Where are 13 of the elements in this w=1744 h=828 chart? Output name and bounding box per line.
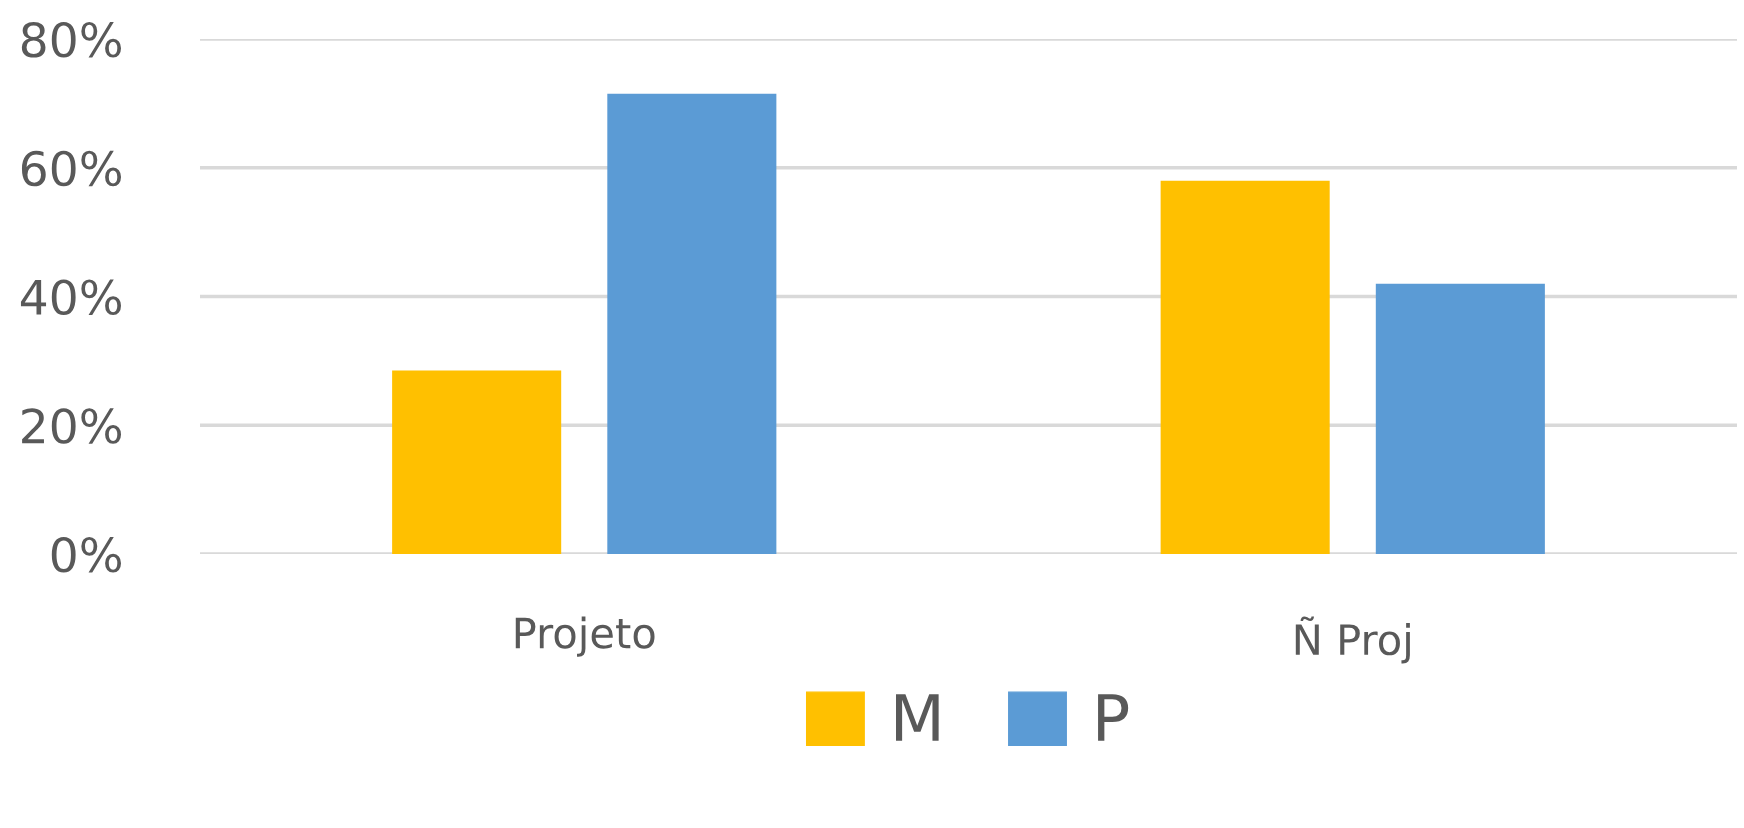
y-tick-label: 80% <box>21 21 121 58</box>
bar <box>392 370 562 554</box>
legend-label: M <box>896 694 939 741</box>
x-tick-label: Ñ Proj <box>1295 616 1410 664</box>
bar <box>1375 283 1545 554</box>
bar <box>1160 180 1330 554</box>
legend-label: P <box>1098 694 1129 741</box>
y-tick-label: 40% <box>20 279 121 316</box>
y-tick-label: 0% <box>51 536 122 573</box>
x-tick-label: Projeto <box>515 616 655 657</box>
bar <box>607 93 777 554</box>
y-tick-label: 20% <box>22 408 121 444</box>
y-tick-label: 60% <box>21 150 121 187</box>
